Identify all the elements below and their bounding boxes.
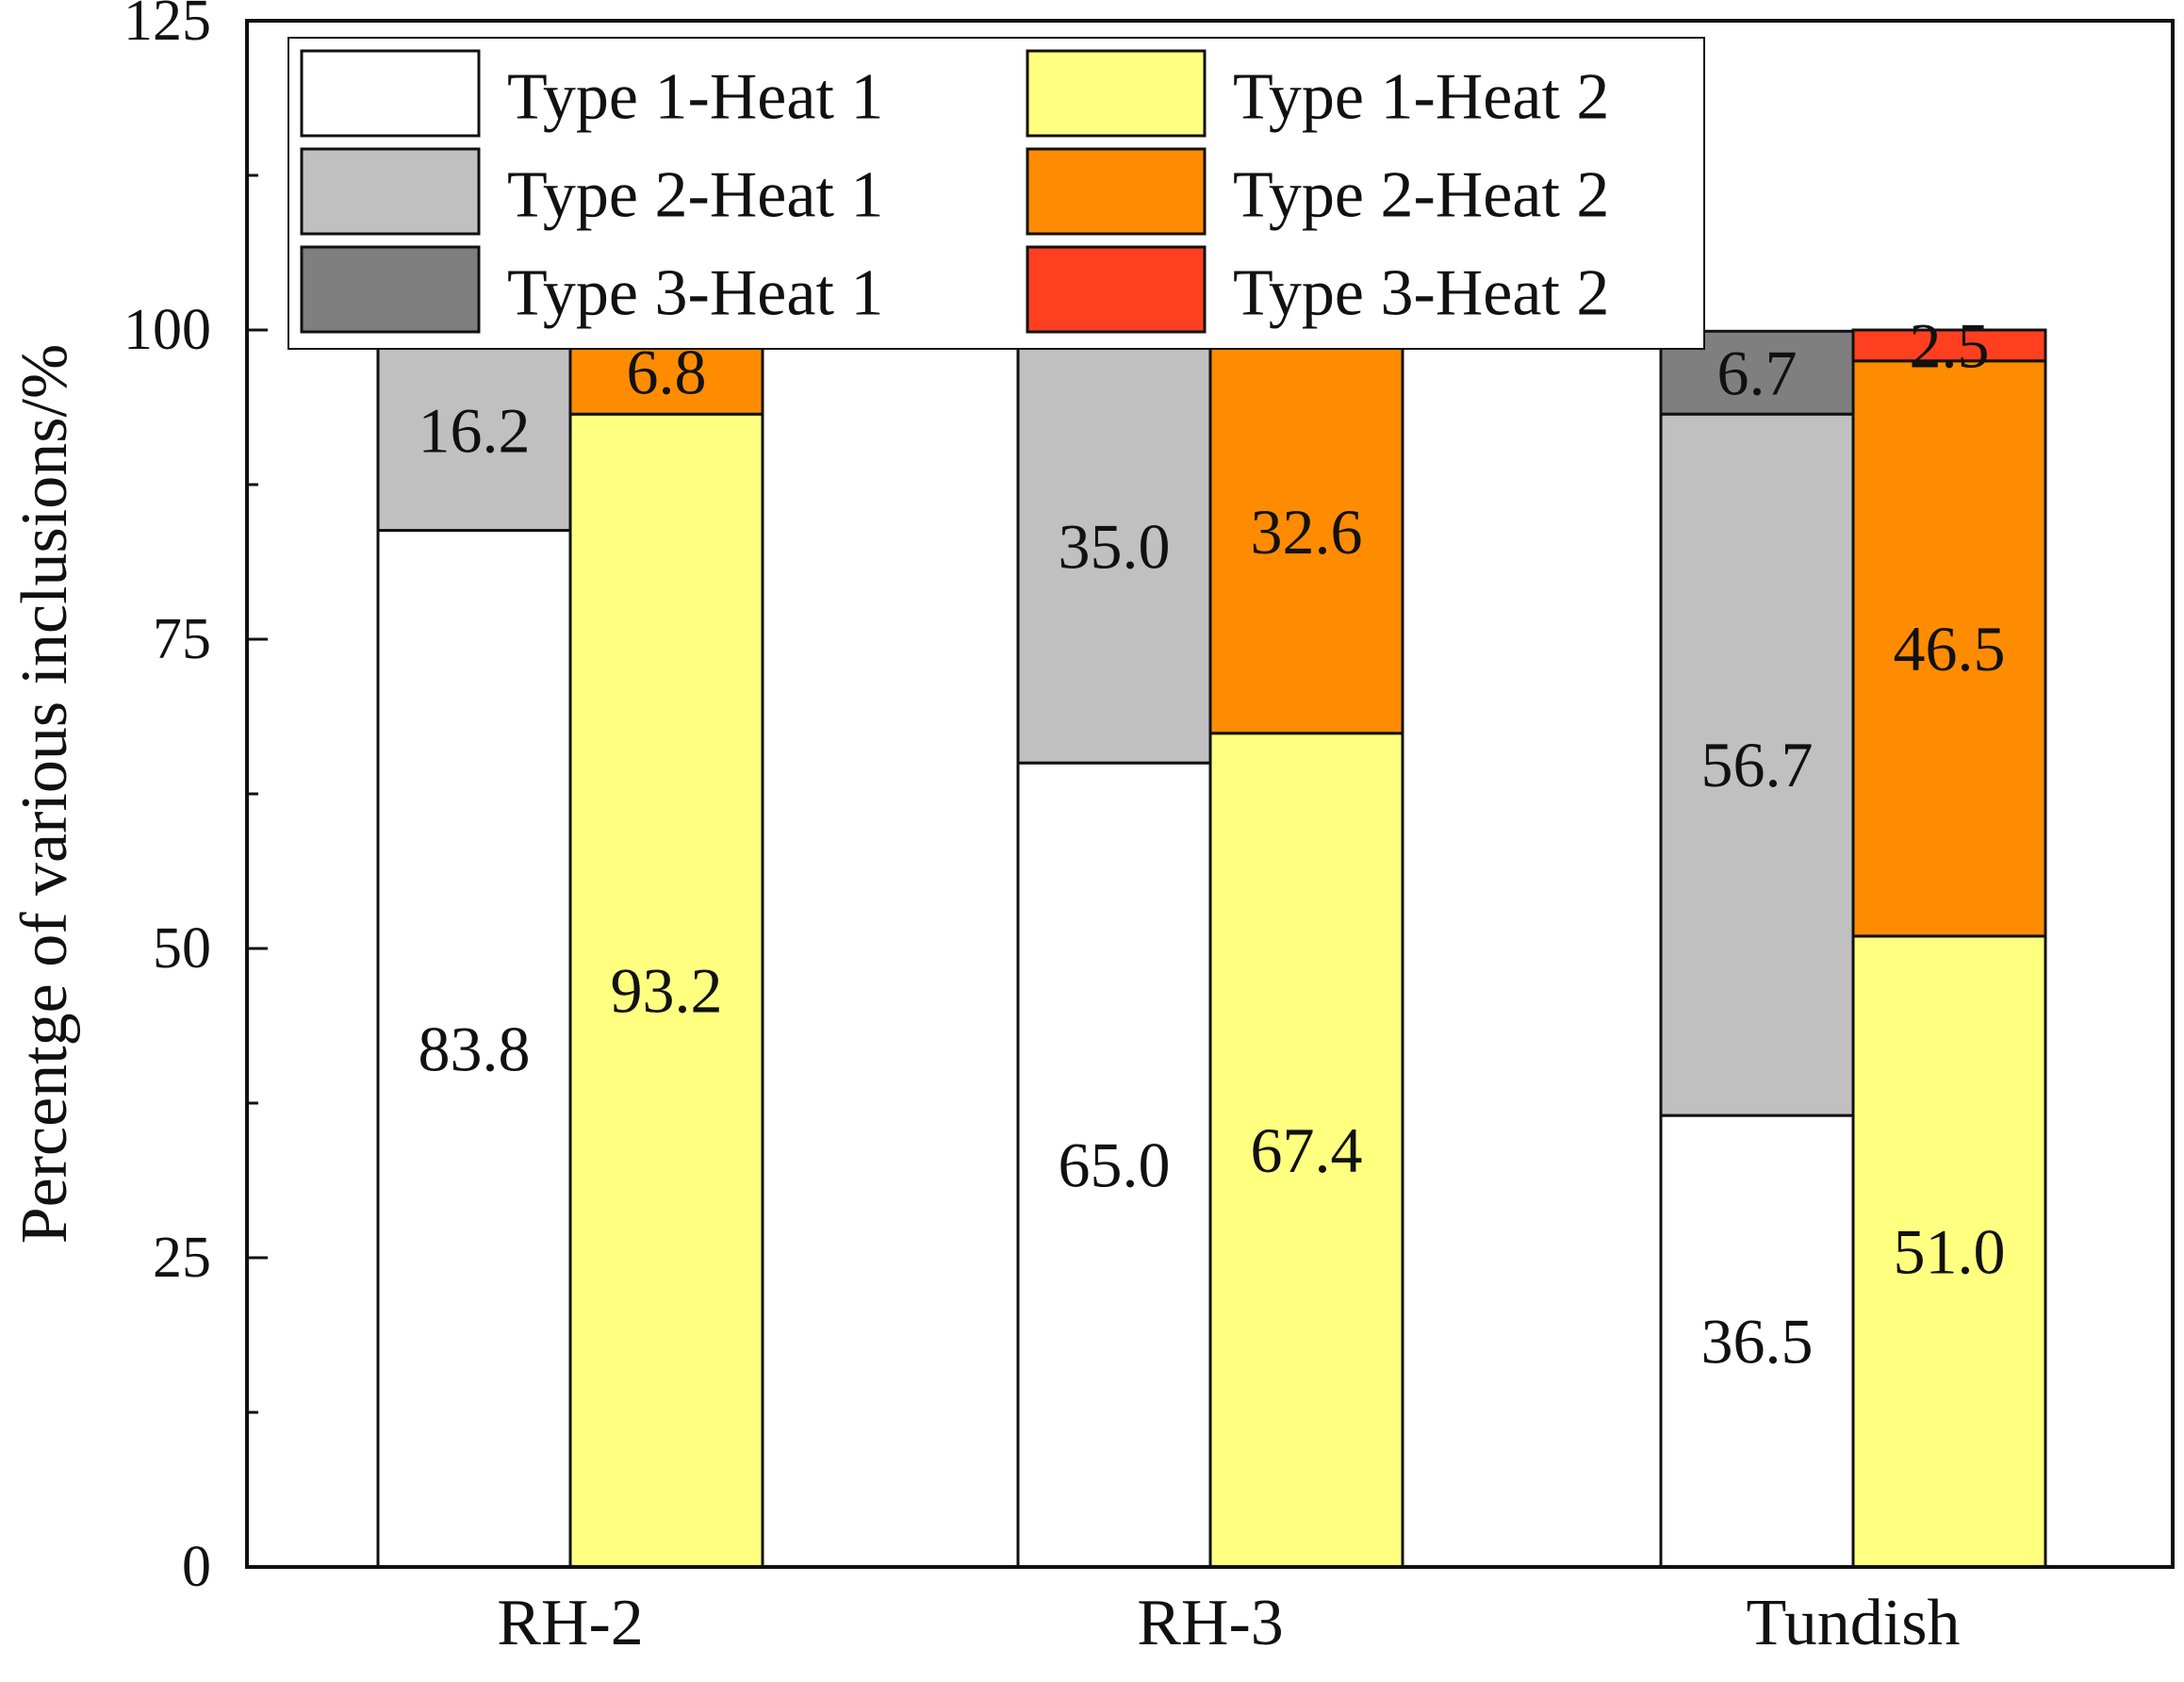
data-label-rh-3-type-1-heat-2: 67.4 — [1251, 1114, 1363, 1186]
data-label-tundish-type-3-heat-2: 2.5 — [1910, 309, 1990, 381]
data-label-rh-2-type-1-heat-2: 93.2 — [611, 955, 723, 1027]
data-labels-layer: 83.816.293.26.865.035.067.432.636.556.76… — [419, 309, 2006, 1377]
axes-layer: 0 25 50 75 100 125 RH-2 RH-3 Tundish Percentge of… — [8, 0, 2175, 1659]
data-label-tundish-type-1-heat-2: 51.0 — [1894, 1215, 2006, 1287]
y-axis-title: Percentge of various inclusions/% — [8, 344, 81, 1245]
legend-swatch-type-3-heat-1 — [300, 245, 481, 334]
y-tick-label: 25 — [153, 1226, 211, 1290]
data-label-rh-3-type-2-heat-1: 35.0 — [1059, 511, 1171, 583]
y-tick-label: 0 — [182, 1535, 211, 1599]
legend-swatch-type-2-heat-1 — [300, 147, 481, 236]
legend-label-type-2-heat-1: Type 2-Heat 1 — [507, 159, 883, 232]
data-label-tundish-type-2-heat-1: 56.7 — [1701, 729, 1814, 800]
data-label-rh-2-type-1-heat-1: 83.8 — [419, 1013, 531, 1084]
data-label-tundish-type-1-heat-1: 36.5 — [1701, 1306, 1814, 1377]
legend-label-type-2-heat-2: Type 2-Heat 2 — [1233, 159, 1609, 232]
bar-rh-2-type-1-heat-1 — [376, 529, 572, 1569]
y-tick-label: 125 — [123, 0, 211, 53]
data-label-rh-2-type-2-heat-1: 16.2 — [419, 394, 531, 466]
bar-tundish-type-3-heat-2 — [1851, 328, 2047, 363]
x-tick-label-rh-2: RH-2 — [497, 1587, 644, 1659]
legend-swatch-type-1-heat-1 — [300, 49, 481, 138]
y-tick-label: 50 — [153, 916, 211, 981]
data-label-rh-3-type-1-heat-1: 65.0 — [1059, 1130, 1171, 1201]
data-label-tundish-type-3-heat-1: 6.7 — [1717, 337, 1798, 408]
bar-tundish-type-2-heat-2 — [1851, 359, 2047, 938]
bar-rh-3-type-2-heat-2 — [1208, 328, 1404, 735]
legend-box — [287, 37, 1705, 350]
y-tick-label: 75 — [153, 607, 211, 671]
legend-label-type-3-heat-2: Type 3-Heat 2 — [1233, 257, 1609, 330]
legend-swatch-type-2-heat-2 — [1026, 147, 1207, 236]
legend-label-type-3-heat-1: Type 3-Heat 1 — [507, 257, 883, 330]
bar-tundish-type-1-heat-2 — [1851, 934, 2047, 1569]
data-label-tundish-type-2-heat-2: 46.5 — [1894, 613, 2006, 684]
y-tick-label: 100 — [123, 298, 211, 362]
bar-rh-3-type-1-heat-1 — [1016, 761, 1212, 1569]
legend-label-type-1-heat-1: Type 1-Heat 1 — [507, 61, 883, 134]
bar-tundish-type-2-heat-1 — [1659, 412, 1855, 1117]
legend-swatch-type-1-heat-2 — [1026, 49, 1207, 138]
x-tick-label-tundish: Tundish — [1747, 1587, 1961, 1659]
legend-label-type-1-heat-2: Type 1-Heat 2 — [1233, 61, 1609, 134]
legend: Type 1-Heat 1 Type 2-Heat 1 Type 3-Heat 1 T… — [287, 37, 1705, 350]
x-tick-label-rh-3: RH-3 — [1137, 1587, 1284, 1659]
bar-rh-3-type-2-heat-1 — [1016, 328, 1212, 765]
legend-swatch-type-3-heat-2 — [1026, 245, 1207, 334]
bars-layer — [376, 328, 2047, 1569]
data-label-rh-3-type-2-heat-2: 32.6 — [1251, 496, 1363, 568]
bar-rh-2-type-2-heat-1 — [376, 328, 572, 533]
